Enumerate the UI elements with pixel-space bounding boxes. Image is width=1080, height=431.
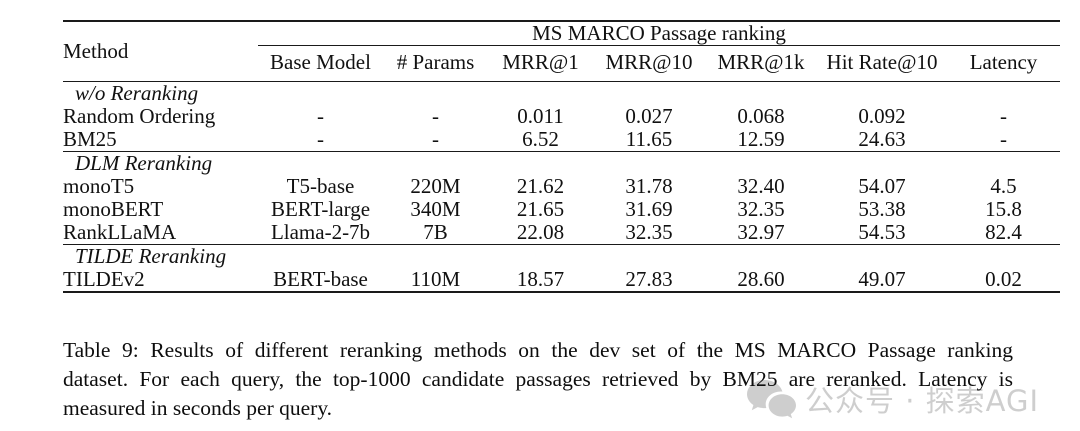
table-row-bm25: BM25 - - 6.52 11.65 12.59 24.63 - [63, 128, 1060, 152]
section-label: DLM Reranking [63, 151, 1061, 175]
col-header-latency: Latency [947, 45, 1061, 82]
table-cell: 0.011 [517, 104, 564, 128]
caption-line: measured in seconds per query. [63, 396, 333, 420]
table-cell: 24.63 [858, 127, 906, 151]
table-cell: 220M [410, 174, 461, 198]
method-cell: monoT5 [63, 174, 135, 198]
method-column-header: Method [63, 21, 258, 82]
table-cell: T5-base [286, 174, 355, 198]
table-row-monot5: monoT5 T5-base 220M 21.62 31.78 32.40 54.07 4.5 [63, 175, 1060, 198]
table-cell: 28.60 [737, 267, 785, 291]
table-cell: 27.83 [625, 267, 673, 291]
table-cell: 18.57 [516, 267, 565, 291]
table-row-monobert: monoBERT BERT-large 340M 21.65 31.69 32.35 53.… [63, 198, 1060, 221]
table-cell: 31.78 [625, 174, 673, 198]
table-row-random-ordering: Random Ordering - - 0.011 0.027 0.068 0.092 - [63, 105, 1060, 128]
table-cell: 54.53 [858, 220, 906, 244]
table-cell: 21.62 [516, 174, 565, 198]
section-row-dlm-reranking: DLM Reranking [63, 151, 1061, 175]
watermark: 公众号 · 探索AGI [745, 378, 1039, 420]
table-cell: 12.59 [737, 127, 785, 151]
col-header-mrr-1k: MRR@1k [705, 45, 817, 82]
table-cell: 32.35 [625, 220, 673, 244]
table-row-rankllama: RankLLaMA Llama-2-7b 7B 22.08 32.35 32.97 54.5… [63, 221, 1060, 245]
table-cell: 32.40 [737, 174, 785, 198]
table-cell: 0.02 [985, 267, 1022, 291]
table-cell: 0.068 [737, 104, 785, 128]
col-header-mrr-10: MRR@10 [593, 45, 705, 82]
section-row-tilde-reranking: TILDE Reranking [63, 244, 1061, 268]
col-header-params: # Params [383, 45, 488, 82]
table-cell: BERT-large [270, 197, 371, 221]
table-cell: 7B [423, 220, 448, 244]
results-table-wrap: Method MS MARCO Passage ranking Base Mod… [63, 20, 1061, 293]
table-cell: 11.65 [625, 127, 673, 151]
table-caption: Table 9: Results of different reranking … [63, 336, 1013, 423]
method-cell: Random Ordering [63, 104, 216, 128]
table-cell: 0.027 [625, 104, 673, 128]
table-cell: - [317, 104, 324, 128]
table-cell: 32.35 [737, 197, 785, 221]
table-cell: 22.08 [516, 220, 565, 244]
method-cell: TILDEv2 [63, 267, 145, 291]
table-cell: 21.65 [516, 197, 565, 221]
method-cell: monoBERT [63, 197, 164, 221]
section-row-w-o-reranking: w/o Reranking [63, 82, 1060, 106]
method-cell: BM25 [63, 127, 117, 151]
caption-line: Table 9: Results of different reranking … [63, 338, 1013, 362]
watermark-text: 公众号 · 探索AGI [805, 384, 1040, 418]
col-header-hit-rate-10: Hit Rate@10 [817, 45, 947, 82]
table-cell: 0.092 [858, 104, 906, 128]
table-cell: 53.38 [858, 197, 906, 221]
table-cell: 15.8 [985, 197, 1022, 221]
table-cell: Llama-2-7b [270, 220, 371, 244]
col-header-base-model: Base Model [258, 45, 383, 82]
caption-line: dataset. For each query, the top-1000 ca… [63, 367, 1013, 391]
table-cell: - [317, 127, 324, 151]
subheader-row: Base Model # Params MRR@1 MRR@10 MRR@1k Hit R… [63, 45, 1061, 82]
table-cell: BERT-base [273, 267, 368, 291]
table-cell: 110M [410, 267, 461, 291]
table-cell: 32.97 [737, 220, 785, 244]
group-header: MS MARCO Passage ranking [258, 21, 1061, 46]
table-cell: 82.4 [985, 220, 1022, 244]
results-table: Method MS MARCO Passage ranking Base Mod… [63, 20, 1061, 293]
table-cell: - [432, 127, 439, 151]
table-cell: 31.69 [625, 197, 673, 221]
section-label: w/o Reranking [75, 81, 199, 105]
table-cell: 49.07 [858, 267, 906, 291]
table-cell: - [1000, 127, 1007, 151]
wechat-icon [745, 378, 797, 420]
table-cell: - [1000, 104, 1007, 128]
table-cell: 6.52 [522, 127, 559, 151]
table-cell: 54.07 [858, 174, 906, 198]
table-cell: 340M [410, 197, 461, 221]
section-label: TILDE Reranking [63, 244, 1061, 268]
table-cell: - [432, 104, 439, 128]
col-header-mrr-1: MRR@1 [488, 45, 593, 82]
method-cell: RankLLaMA [63, 220, 177, 244]
group-header-row: Method MS MARCO Passage ranking [63, 21, 1061, 82]
table-cell: 4.5 [990, 174, 1017, 198]
table-row-tildev2: TILDEv2 BERT-base 110M 18.57 27.83 28.60 49.07… [63, 268, 1060, 292]
